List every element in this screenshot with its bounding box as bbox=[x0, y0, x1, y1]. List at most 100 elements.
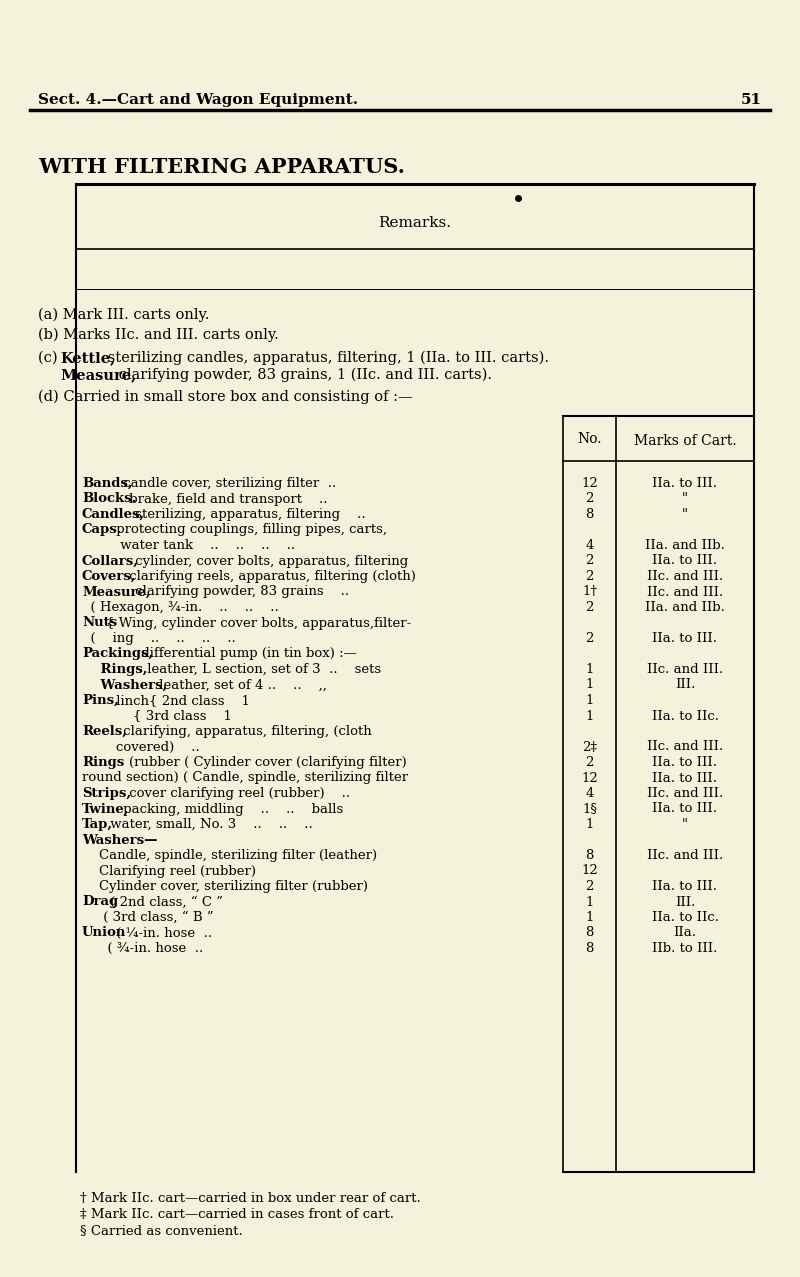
Text: (    ing    ..    ..    ..    ..: ( ing .. .. .. .. bbox=[82, 632, 236, 645]
Text: 8: 8 bbox=[586, 927, 594, 940]
Text: 2: 2 bbox=[586, 554, 594, 567]
Text: 1: 1 bbox=[586, 710, 594, 723]
Text: III.: III. bbox=[675, 895, 695, 908]
Text: 4: 4 bbox=[586, 539, 594, 552]
Text: Blocks.: Blocks. bbox=[82, 493, 136, 506]
Text: clarifying powder, 83 grains    ..: clarifying powder, 83 grains .. bbox=[131, 585, 349, 599]
Text: 2‡: 2‡ bbox=[582, 741, 597, 753]
Text: Nuts: Nuts bbox=[82, 617, 117, 630]
Text: Candle, spindle, sterilizing filter (leather): Candle, spindle, sterilizing filter (lea… bbox=[82, 849, 377, 862]
Text: IIa. and IIb.: IIa. and IIb. bbox=[645, 601, 725, 614]
Text: 1†: 1† bbox=[582, 585, 597, 599]
Text: protecting couplings, filling pipes, carts,: protecting couplings, filling pipes, car… bbox=[113, 524, 387, 536]
Text: IIa. to IIc.: IIa. to IIc. bbox=[651, 710, 718, 723]
Text: 4: 4 bbox=[586, 787, 594, 799]
Text: ": " bbox=[682, 508, 688, 521]
Text: Remarks.: Remarks. bbox=[378, 216, 451, 230]
Text: Pins,: Pins, bbox=[82, 693, 118, 707]
Text: round section) ( Candle, spindle, sterilizing filter: round section) ( Candle, spindle, steril… bbox=[82, 771, 408, 784]
Text: Candles,: Candles, bbox=[82, 508, 145, 521]
Text: (a) Mark III. carts only.: (a) Mark III. carts only. bbox=[38, 308, 210, 322]
Text: Washers—: Washers— bbox=[82, 834, 158, 847]
Text: IIa. to III.: IIa. to III. bbox=[653, 478, 718, 490]
Text: 51: 51 bbox=[741, 93, 762, 107]
Text: (rubber ( Cylinder cover (clarifying filter): (rubber ( Cylinder cover (clarifying fil… bbox=[113, 756, 407, 769]
Text: candle cover, sterilizing filter  ..: candle cover, sterilizing filter .. bbox=[118, 478, 336, 490]
Text: III.: III. bbox=[675, 678, 695, 692]
Text: Twine,: Twine, bbox=[82, 802, 130, 816]
Text: packing, middling    ..    ..    balls: packing, middling .. .. balls bbox=[118, 802, 343, 816]
Text: Reels,: Reels, bbox=[82, 725, 127, 738]
Text: Rings,: Rings, bbox=[82, 663, 147, 676]
Text: 12: 12 bbox=[581, 478, 598, 490]
Text: 1: 1 bbox=[586, 895, 594, 908]
Text: 2: 2 bbox=[586, 493, 594, 506]
Text: 2: 2 bbox=[586, 756, 594, 769]
Text: ( ¼-in. hose  ..: ( ¼-in. hose .. bbox=[113, 927, 213, 940]
Text: IIa. to III.: IIa. to III. bbox=[653, 880, 718, 893]
Text: 1: 1 bbox=[586, 663, 594, 676]
Text: Covers,: Covers, bbox=[82, 570, 137, 584]
Text: leather, set of 4 ..    ..    ,,: leather, set of 4 .. .. ,, bbox=[155, 678, 327, 692]
Text: 8: 8 bbox=[586, 942, 594, 955]
Text: 1§: 1§ bbox=[582, 802, 597, 816]
Text: ( 2nd class, “ C ”: ( 2nd class, “ C ” bbox=[106, 895, 223, 908]
Text: Washers,: Washers, bbox=[82, 678, 167, 692]
Text: ( Hexagon, ¾-in.    ..    ..    ..: ( Hexagon, ¾-in. .. .. .. bbox=[82, 601, 278, 614]
Text: IIa.: IIa. bbox=[674, 927, 697, 940]
Text: Rings: Rings bbox=[82, 756, 124, 769]
Text: IIa. to III.: IIa. to III. bbox=[653, 632, 718, 645]
Text: water tank    ..    ..    ..    ..: water tank .. .. .. .. bbox=[82, 539, 295, 552]
Text: Measure,: Measure, bbox=[82, 585, 150, 599]
Text: differential pump (in tin box) :—: differential pump (in tin box) :— bbox=[137, 647, 357, 660]
Text: 12: 12 bbox=[581, 771, 598, 784]
Text: IIc. and III.: IIc. and III. bbox=[647, 787, 723, 799]
Text: IIa. to III.: IIa. to III. bbox=[653, 554, 718, 567]
Text: Marks of Cart.: Marks of Cart. bbox=[634, 434, 736, 448]
Text: clarifying reels, apparatus, filtering (cloth): clarifying reels, apparatus, filtering (… bbox=[125, 570, 415, 584]
Text: cylinder, cover bolts, apparatus, filtering: cylinder, cover bolts, apparatus, filter… bbox=[131, 554, 408, 567]
Text: IIa. to IIc.: IIa. to IIc. bbox=[651, 911, 718, 925]
Text: Drag: Drag bbox=[82, 895, 118, 908]
Text: ( 3rd class, “ B ”: ( 3rd class, “ B ” bbox=[82, 911, 214, 925]
Text: (b) Marks IIc. and III. carts only.: (b) Marks IIc. and III. carts only. bbox=[38, 328, 278, 342]
Text: { Wing, cylinder cover bolts, apparatus,filter-: { Wing, cylinder cover bolts, apparatus,… bbox=[106, 617, 412, 630]
Text: brake, field and transport    ..: brake, field and transport .. bbox=[125, 493, 327, 506]
Text: IIa. to III.: IIa. to III. bbox=[653, 756, 718, 769]
Text: IIc. and III.: IIc. and III. bbox=[647, 849, 723, 862]
Text: (d) Carried in small store box and consisting of :—: (d) Carried in small store box and consi… bbox=[38, 389, 413, 405]
Text: 8: 8 bbox=[586, 508, 594, 521]
Text: Collars,: Collars, bbox=[82, 554, 139, 567]
Text: § Carried as convenient.: § Carried as convenient. bbox=[80, 1223, 242, 1237]
Text: 2: 2 bbox=[586, 632, 594, 645]
Text: cover clarifying reel (rubber)    ..: cover clarifying reel (rubber) .. bbox=[125, 787, 350, 799]
Text: Clarifying reel (rubber): Clarifying reel (rubber) bbox=[82, 865, 256, 877]
Text: Kettle,: Kettle, bbox=[60, 351, 115, 365]
Text: Packings,: Packings, bbox=[82, 647, 153, 660]
Text: IIc. and III.: IIc. and III. bbox=[647, 663, 723, 676]
Text: ": " bbox=[682, 819, 688, 831]
Text: { 3rd class    1: { 3rd class 1 bbox=[82, 710, 232, 723]
Text: clarifying powder, 83 grains, 1 (IIc. and III. carts).: clarifying powder, 83 grains, 1 (IIc. an… bbox=[114, 368, 492, 382]
Text: IIc. and III.: IIc. and III. bbox=[647, 741, 723, 753]
Text: IIa. and IIb.: IIa. and IIb. bbox=[645, 539, 725, 552]
Text: (c): (c) bbox=[38, 351, 62, 365]
Text: ( ¾-in. hose  ..: ( ¾-in. hose .. bbox=[82, 942, 203, 955]
Text: Measure,: Measure, bbox=[60, 368, 136, 382]
Text: 2: 2 bbox=[586, 880, 594, 893]
Text: IIa. to III.: IIa. to III. bbox=[653, 771, 718, 784]
Text: 2: 2 bbox=[586, 570, 594, 584]
Text: 1: 1 bbox=[586, 678, 594, 692]
Text: 1: 1 bbox=[586, 693, 594, 707]
Text: Strips,: Strips, bbox=[82, 787, 131, 799]
Text: 8: 8 bbox=[586, 849, 594, 862]
Text: Tap,: Tap, bbox=[82, 819, 113, 831]
Text: IIc. and III.: IIc. and III. bbox=[647, 585, 723, 599]
Text: sterilizing, apparatus, filtering    ..: sterilizing, apparatus, filtering .. bbox=[131, 508, 366, 521]
Text: linch{ 2nd class    1: linch{ 2nd class 1 bbox=[113, 693, 250, 707]
Text: ": " bbox=[682, 493, 688, 506]
Text: Sect. 4.—Cart and Wagon Equipment.: Sect. 4.—Cart and Wagon Equipment. bbox=[38, 93, 358, 107]
Text: † Mark IIc. cart—carried in box under rear of cart.: † Mark IIc. cart—carried in box under re… bbox=[80, 1191, 421, 1205]
Text: Bands,: Bands, bbox=[82, 478, 133, 490]
Text: 12: 12 bbox=[581, 865, 598, 877]
